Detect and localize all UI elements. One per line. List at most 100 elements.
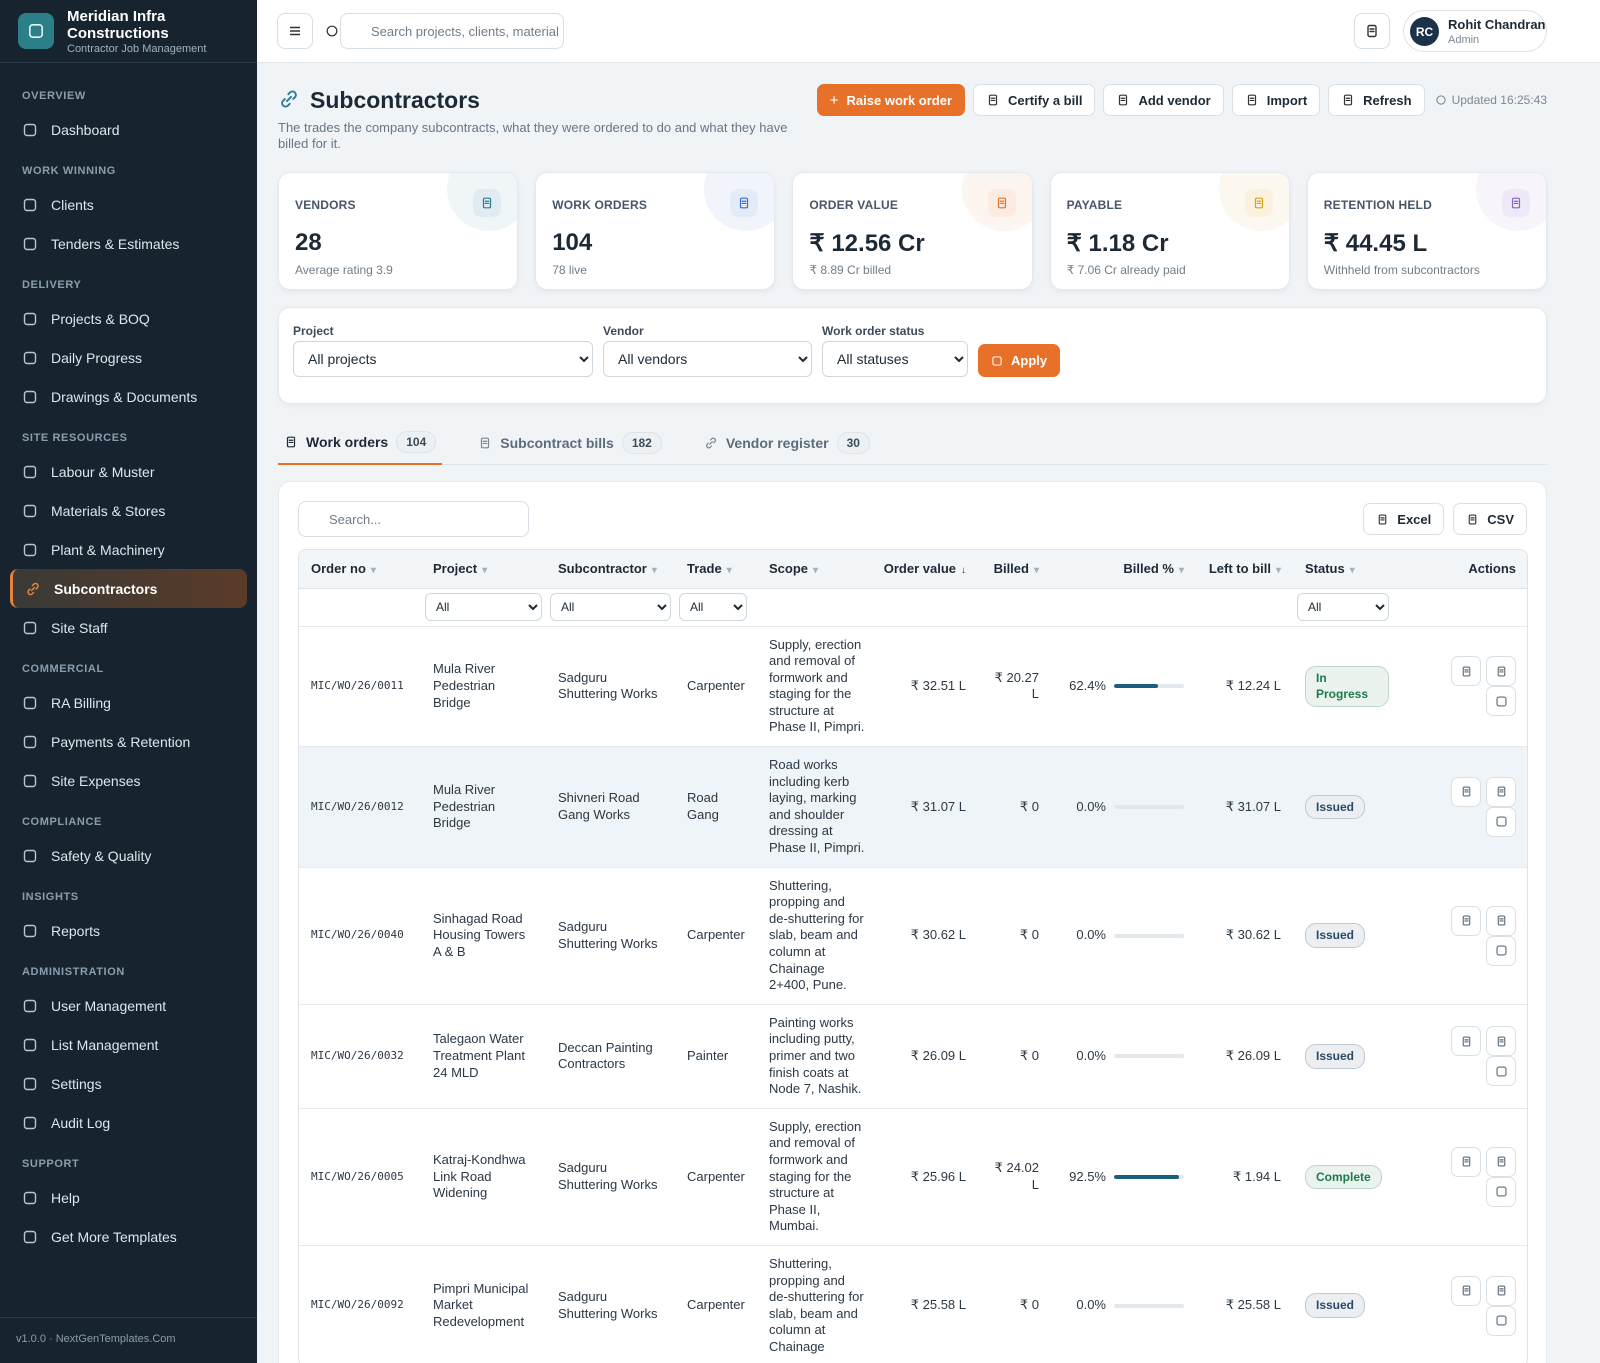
action-button[interactable]: Refresh — [1328, 84, 1425, 116]
nav-item[interactable]: Settings — [0, 1064, 257, 1103]
row-action[interactable] — [1486, 1305, 1516, 1336]
row-action[interactable] — [1451, 1146, 1481, 1177]
nav-item[interactable]: User Management — [0, 986, 257, 1025]
table-row[interactable]: MIC/WO/26/0005 Katraj-Kondhwa Link Road W… — [299, 1108, 1527, 1246]
nav-item[interactable]: Projects & BOQ — [0, 299, 257, 338]
row-action[interactable] — [1451, 776, 1481, 807]
nav-item[interactable]: Get More Templates — [0, 1217, 257, 1256]
nav-item[interactable]: Audit Log — [0, 1103, 257, 1142]
user-chip[interactable]: RC Rohit Chandran Admin — [1403, 10, 1547, 52]
action-button[interactable]: Import — [1231, 84, 1321, 116]
nav-item[interactable]: Safety & Quality — [0, 836, 257, 875]
row-action[interactable] — [1486, 935, 1516, 966]
kpi-row: VENDORS 28 Average rating 3.9 WORK ORDERS 10… — [278, 172, 1547, 290]
filter-select[interactable]: All statuses — [822, 341, 968, 377]
icon-svg — [1378, 513, 1387, 525]
nav-item[interactable]: Materials & Stores — [0, 491, 257, 530]
table-row[interactable]: MIC/WO/26/0032 Talegaon Water Treatment P… — [299, 1004, 1527, 1109]
row-action[interactable] — [1486, 1026, 1516, 1057]
global-search[interactable] — [340, 13, 564, 49]
nav-item[interactable]: List Management — [0, 1025, 257, 1064]
nav-item[interactable]: Drawings & Documents — [0, 377, 257, 416]
nav-item[interactable]: Help — [0, 1178, 257, 1217]
column-header[interactable]: Subcontractor ▾ — [546, 550, 675, 589]
icon — [704, 436, 718, 450]
nav-item[interactable]: Daily Progress — [0, 338, 257, 377]
primary-action[interactable]: + Raise work order — [816, 84, 966, 116]
row-action[interactable] — [1451, 1275, 1481, 1306]
billed-pct-cell: 62.4% — [1051, 626, 1196, 748]
nav-item[interactable]: RA Billing — [0, 683, 257, 722]
table-row[interactable]: MIC/WO/26/0092 Pimpri Municipal Market Re… — [299, 1245, 1527, 1363]
billed-pct-cell: 0.0% — [1051, 1245, 1196, 1363]
column-header[interactable]: Trade ▾ — [675, 550, 757, 589]
column-header[interactable]: Left to bill ▾ — [1196, 550, 1293, 589]
sort-arrow: ▾ — [370, 565, 376, 577]
tab[interactable]: Vendor register 30 — [698, 420, 876, 465]
table-row[interactable]: MIC/WO/26/0040 Sinhagad Road Housing Towe… — [299, 867, 1527, 1005]
action-button[interactable]: Certify a bill — [973, 84, 1096, 116]
nav-item[interactable]: Clients — [0, 185, 257, 224]
nav-item[interactable]: Subcontractors — [10, 569, 247, 608]
export-button[interactable]: Excel — [1363, 503, 1445, 535]
nav-item[interactable]: Payments & Retention — [0, 722, 257, 761]
row-action[interactable] — [1486, 806, 1516, 837]
column-filter[interactable]: All — [550, 593, 671, 621]
filter-select[interactable]: All projects — [293, 341, 593, 377]
filter-row: All All All All — [299, 588, 1527, 627]
menu-button[interactable] — [277, 13, 313, 49]
row-action[interactable] — [1486, 905, 1516, 936]
nav-item[interactable]: Site Staff — [0, 608, 257, 647]
column-header[interactable]: Status ▾ — [1293, 550, 1401, 589]
column-header[interactable]: Order no ▾ — [299, 550, 421, 589]
column-filter[interactable]: All — [679, 593, 747, 621]
icon-shape — [1497, 1285, 1505, 1296]
row-action[interactable] — [1486, 1056, 1516, 1087]
row-action[interactable] — [1486, 776, 1516, 807]
brand-name: Meridian Infra Constructions — [67, 8, 169, 42]
trade: Painter — [675, 1004, 757, 1109]
nav-item[interactable]: Plant & Machinery — [0, 530, 257, 569]
table-row[interactable]: MIC/WO/26/0011 Mula River Pedestrian Brid… — [299, 626, 1527, 748]
row-action[interactable] — [1486, 656, 1516, 687]
row-action[interactable] — [1451, 656, 1481, 687]
apply-button[interactable]: Apply — [978, 344, 1061, 377]
order-value: ₹ 31.07 L — [871, 746, 978, 868]
nav-item[interactable]: Tenders & Estimates — [0, 224, 257, 263]
nav-item[interactable]: Reports — [0, 911, 257, 950]
actions — [1401, 626, 1527, 748]
icon-svg — [1511, 197, 1521, 209]
project: Mula River Pedestrian Bridge — [421, 626, 546, 748]
column-header[interactable]: Order value ↓ — [871, 550, 978, 589]
row-action[interactable] — [1486, 1176, 1516, 1207]
column-filter[interactable]: All — [425, 593, 542, 621]
row-action[interactable] — [1486, 686, 1516, 717]
kpi-value: 104 — [552, 229, 593, 256]
filter-select[interactable]: All vendors — [603, 341, 812, 377]
kpi-icon — [987, 189, 1016, 217]
kpi-value: ₹ 1.18 Cr — [1066, 230, 1169, 257]
table-row[interactable]: MIC/WO/26/0012 Mula River Pedestrian Brid… — [299, 746, 1527, 868]
column-header[interactable]: Billed % ▾ — [1051, 550, 1196, 589]
notifications-button[interactable] — [1354, 13, 1390, 49]
row-action[interactable] — [1486, 1275, 1516, 1306]
column-header[interactable]: Project ▾ — [421, 550, 546, 589]
nav-item[interactable]: Dashboard — [0, 110, 257, 149]
tab[interactable]: Subcontract bills 182 — [472, 420, 668, 465]
table-body: MIC/WO/26/0011 Mula River Pedestrian Brid… — [299, 626, 1527, 1363]
nav-item[interactable]: Labour & Muster — [0, 452, 257, 491]
export-button[interactable]: CSV — [1453, 503, 1527, 535]
row-action[interactable] — [1451, 1026, 1481, 1057]
tab[interactable]: Work orders 104 — [278, 420, 443, 465]
column-header[interactable]: Scope ▾ — [757, 550, 871, 589]
nav: OVERVIEW Dashboard WORK WINNING Clients Tend… — [0, 63, 257, 1256]
row-action[interactable] — [1486, 1146, 1516, 1177]
nav-item[interactable]: Site Expenses — [0, 761, 257, 800]
billed-pct-label: 0.0% — [1076, 798, 1106, 814]
icon-shape — [326, 25, 338, 37]
row-action[interactable] — [1451, 905, 1481, 936]
action-button[interactable]: Add vendor — [1103, 84, 1224, 116]
column-header[interactable]: Billed ▾ — [978, 550, 1051, 589]
table-search[interactable] — [298, 501, 529, 537]
column-filter[interactable]: All — [1297, 593, 1389, 621]
